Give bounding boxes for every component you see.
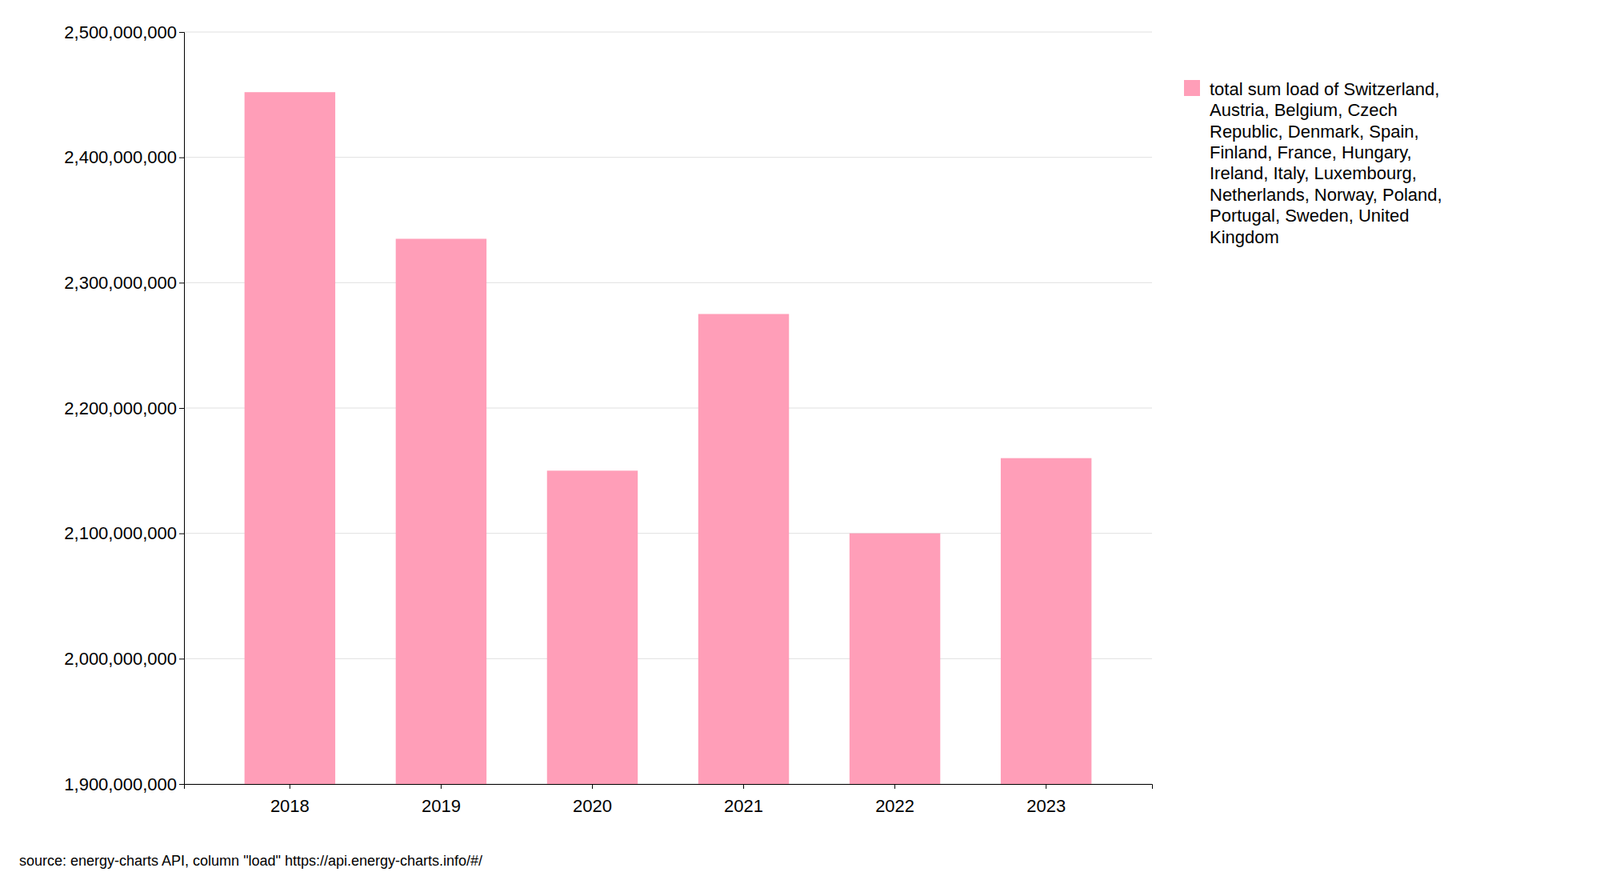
chart: 1,900,000,000 2,000,000,000 2,100,000,000 2… — [0, 0, 1600, 880]
x-tick: 2023 — [1026, 784, 1066, 816]
y-axis: 1,900,000,000 2,000,000,000 2,100,000,000 2… — [64, 22, 184, 795]
x-tick-label: 2021 — [724, 796, 764, 816]
y-tick-mark — [179, 784, 184, 785]
x-tick: 2018 — [270, 784, 310, 816]
legend-item: total sum load of Switzerland,Austria, B… — [1184, 79, 1443, 248]
y-tick-mark — [179, 157, 184, 159]
legend-swatch — [1184, 80, 1200, 96]
bar — [396, 239, 487, 785]
y-tick: 2,000,000,000 — [64, 648, 184, 669]
bar — [698, 314, 789, 785]
x-tick-mark — [592, 784, 593, 789]
y-tick-label: 2,300,000,000 — [64, 272, 177, 293]
grid — [184, 32, 1152, 784]
x-tick-label: 2023 — [1026, 796, 1066, 816]
legend-label: total sum load of Switzerland,Austria, B… — [1209, 79, 1443, 248]
bar — [849, 533, 940, 784]
y-tick-label: 2,100,000,000 — [64, 523, 177, 544]
y-tick: 2,200,000,000 — [64, 398, 184, 419]
y-tick-mark — [179, 32, 184, 33]
y-tick-mark — [179, 658, 184, 660]
y-tick: 1,900,000,000 — [64, 774, 184, 795]
grid-line — [184, 32, 1152, 33]
y-tick-mark — [179, 408, 184, 409]
annotation: source: energy-charts API, column "load"… — [19, 852, 483, 869]
x-tick-label: 2022 — [875, 796, 915, 816]
x-tick-label: 2018 — [270, 796, 310, 816]
y-axis-line — [179, 32, 185, 785]
x-tick-mark — [743, 784, 744, 789]
y-tick: 2,400,000,000 — [64, 147, 184, 168]
y-tick: 2,300,000,000 — [64, 272, 184, 293]
plot: 1,900,000,000 2,000,000,000 2,100,000,000 2… — [64, 22, 1152, 817]
y-tick: 2,500,000,000 — [64, 22, 184, 43]
x-tick: 2019 — [421, 784, 461, 816]
x-tick-mark — [289, 784, 291, 789]
x-tick-mark — [440, 784, 442, 789]
y-tick-label: 2,500,000,000 — [64, 22, 177, 43]
x-tick-label: 2020 — [572, 796, 612, 816]
y-tick-label: 2,200,000,000 — [64, 398, 177, 419]
x-tick-label: 2019 — [421, 796, 461, 816]
bar — [547, 470, 638, 784]
x-tick: 2020 — [572, 784, 612, 816]
y-tick-label: 2,000,000,000 — [64, 648, 177, 669]
x-axis-line — [184, 784, 1153, 790]
x-tick-mark — [894, 784, 896, 789]
y-tick-mark — [179, 533, 184, 535]
y-tick-mark — [179, 282, 184, 284]
y-tick: 2,100,000,000 — [64, 523, 184, 544]
y-tick-label: 1,900,000,000 — [64, 774, 177, 795]
bar — [244, 92, 336, 784]
x-tick: 2021 — [724, 784, 764, 816]
legend: total sum load of Switzerland,Austria, B… — [1184, 79, 1443, 248]
x-tick: 2022 — [875, 784, 915, 816]
x-axis: 2018 2019 2020 2021 2022 2023 — [184, 784, 1153, 816]
bar — [1000, 458, 1092, 784]
x-tick-mark — [1045, 784, 1047, 789]
y-tick-label: 2,400,000,000 — [64, 147, 177, 168]
bars — [244, 92, 1092, 784]
